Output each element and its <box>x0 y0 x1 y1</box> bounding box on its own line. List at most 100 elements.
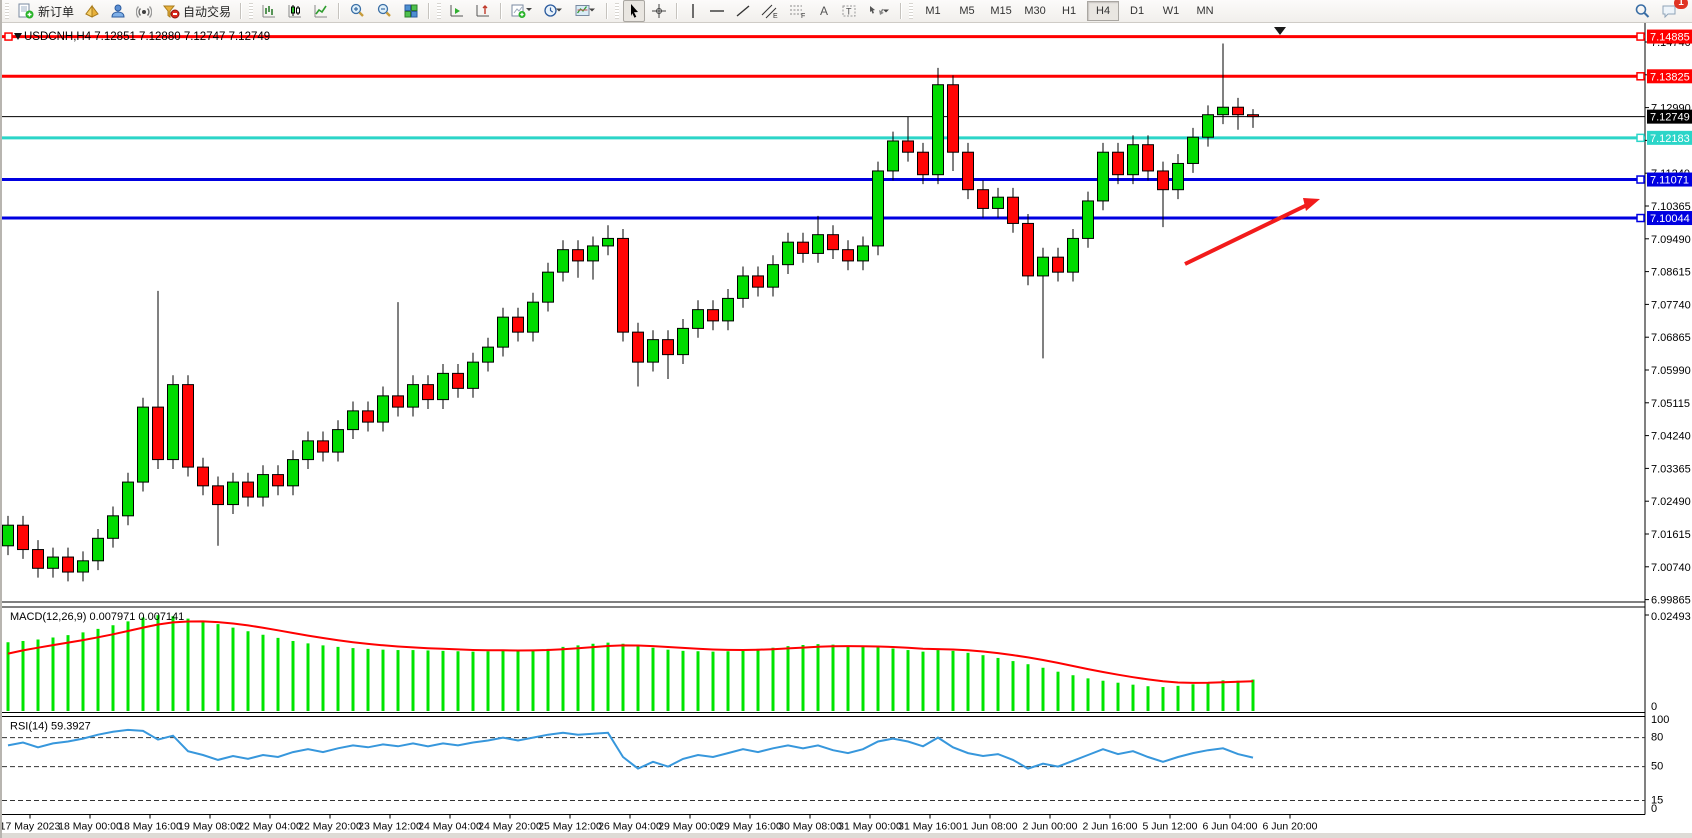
line-handle[interactable] <box>1636 72 1645 81</box>
time-tick-label: 30 May 08:00 <box>778 821 842 833</box>
line-handle[interactable] <box>1636 213 1645 223</box>
toolbar-separator <box>900 3 903 19</box>
candle-bear <box>1157 170 1169 191</box>
timeframe-D1[interactable]: D1 <box>1130 5 1145 17</box>
macd-axis-top-label: 0.02493 <box>1651 611 1691 623</box>
timeframe-M5[interactable]: M5 <box>959 5 975 17</box>
line-handle[interactable] <box>4 32 13 41</box>
candle-bear <box>272 474 284 487</box>
trend-arrow-head[interactable] <box>1303 198 1320 211</box>
candle-bear <box>362 410 374 423</box>
time-tick-label: 31 May 16:00 <box>898 821 962 833</box>
zoom-out-button[interactable] <box>372 0 397 22</box>
price-tick-label: 7.00740 <box>1651 562 1691 574</box>
zoom-in-button[interactable] <box>345 0 370 22</box>
candle-bear <box>917 151 929 176</box>
new-order-button[interactable]: 新订单 <box>13 0 78 22</box>
time-tick-label: 26 May 04:00 <box>598 821 662 833</box>
search-button[interactable] <box>1630 0 1655 22</box>
line-handle[interactable] <box>1636 32 1645 41</box>
signals-button[interactable] <box>132 0 156 22</box>
equidistant-channel-tool-button[interactable]: E <box>757 0 783 22</box>
candle-bull <box>257 474 269 498</box>
fibonacci-icon: F <box>790 5 805 19</box>
text-label-tool-button[interactable]: T <box>837 0 861 22</box>
candle-bull <box>287 459 299 487</box>
toolbar-grip[interactable] <box>909 3 914 19</box>
trendline-tool-button[interactable] <box>731 0 755 22</box>
candle-bull <box>167 384 179 461</box>
candle-bear <box>17 524 29 551</box>
community-button[interactable] <box>106 0 130 22</box>
candle-bull <box>812 234 824 254</box>
line-chart-type-icon <box>314 5 328 18</box>
macd-label: MACD(12,26,9) 0.007971 0.007141 <box>10 611 184 623</box>
candle-bear <box>1052 256 1064 273</box>
timeframe-M30[interactable]: M30 <box>1024 5 1046 17</box>
line-handle[interactable] <box>1636 175 1645 184</box>
price-tick-label: 7.04240 <box>1651 431 1691 443</box>
periodicity-dropdown-button[interactable] <box>539 0 569 22</box>
timeframe-MN[interactable]: MN <box>1196 5 1214 17</box>
line-chart-type-button[interactable] <box>309 0 333 22</box>
toolbar-grip[interactable] <box>249 3 254 19</box>
chart-shift-marker[interactable] <box>1274 27 1286 35</box>
notification-badge: 1 <box>1674 0 1688 9</box>
timeframe-H1[interactable]: H1 <box>1062 5 1077 17</box>
horizontal-line-tool-button[interactable] <box>705 0 729 22</box>
cursor-tool-button[interactable] <box>623 0 646 22</box>
auto-trading-button[interactable]: 自动交易 <box>158 0 235 22</box>
candle-bull <box>782 241 794 266</box>
candle-bull <box>1097 151 1109 202</box>
crosshair-tool-button[interactable] <box>647 0 671 22</box>
rsi-axis-label: 100 <box>1651 714 1669 726</box>
candlestick-chart-type-button[interactable] <box>283 0 307 22</box>
templates-dropdown-button[interactable] <box>571 0 601 22</box>
price-line-label-box <box>1647 109 1692 124</box>
toolbar-grip[interactable] <box>437 3 442 19</box>
chart-shift-button[interactable] <box>471 0 495 22</box>
auto-scroll-button[interactable] <box>445 0 469 22</box>
toolbar-grip[interactable] <box>5 3 9 19</box>
candle-bull <box>887 140 899 172</box>
timeframe-M1[interactable]: M1 <box>925 5 941 17</box>
arrows-dropdown-button[interactable] <box>863 0 895 22</box>
new-order-icon <box>18 3 34 19</box>
time-tick-label: 31 May 00:00 <box>838 821 902 833</box>
chart-background[interactable] <box>2 23 1692 838</box>
candle-bull <box>542 271 554 303</box>
timeframe-M15[interactable]: M15 <box>990 5 1012 17</box>
time-tick-label: 23 May 12:00 <box>358 821 422 833</box>
candle-bear <box>182 384 194 468</box>
timeframe-H4[interactable]: H4 <box>1087 1 1120 21</box>
zoom-out-icon <box>377 3 391 17</box>
candle-bull <box>122 481 134 517</box>
price-line-label: 7.13825 <box>1650 71 1690 83</box>
price-tick-label: 7.05990 <box>1651 365 1691 377</box>
signals-icon <box>136 6 153 18</box>
new-chart-dropdown-button[interactable] <box>507 0 537 22</box>
chart-canvas[interactable]: 7.147407.138657.129907.121157.112407.103… <box>0 23 1692 838</box>
tile-windows-button[interactable] <box>399 0 423 22</box>
candle-bull <box>2 524 14 547</box>
bar-chart-type-button[interactable] <box>257 0 281 22</box>
candle-bull <box>137 406 149 483</box>
candle-bull <box>332 429 344 453</box>
price-tick-label: 7.07740 <box>1651 299 1691 311</box>
fibonacci-tool-button[interactable]: F <box>785 0 811 22</box>
trend-arrow-line[interactable] <box>1184 202 1310 266</box>
candle-bear <box>452 372 464 389</box>
charts-button[interactable] <box>80 0 104 22</box>
time-tick-label: 22 May 20:00 <box>298 821 362 833</box>
time-tick-label: 2 Jun 16:00 <box>1083 821 1138 833</box>
candle-bear <box>197 466 209 487</box>
chart-area[interactable]: 7.147407.138657.129907.121157.112407.103… <box>0 23 1692 838</box>
timeframe-W1[interactable]: W1 <box>1162 5 1180 17</box>
community-notifications-button[interactable]: 1 <box>1657 0 1688 22</box>
text-tool-button[interactable]: A <box>813 0 835 22</box>
vertical-line-tool-button[interactable] <box>683 0 703 22</box>
toolbar-separator <box>240 3 243 19</box>
toolbar-grip[interactable] <box>615 3 620 19</box>
candle-bear <box>152 406 164 461</box>
line-handle[interactable] <box>1636 133 1645 143</box>
